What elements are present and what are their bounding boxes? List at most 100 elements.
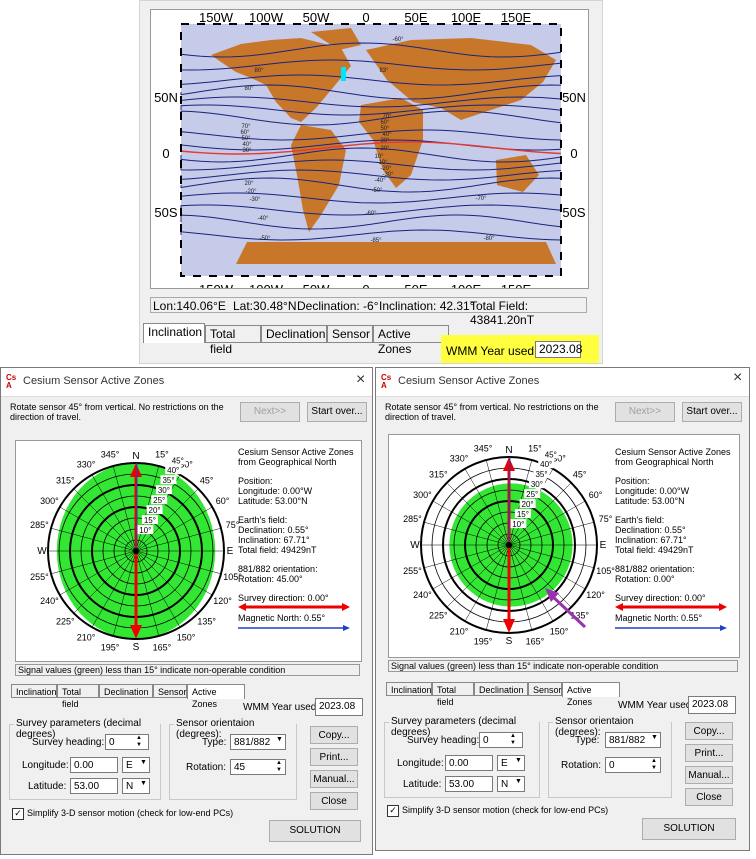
type-select[interactable]: 881/882 [605, 732, 661, 748]
map-border [180, 23, 562, 277]
close-button[interactable]: Close [310, 792, 358, 810]
survey-direction-arrow-icon [615, 603, 727, 611]
type-label: Type: [575, 735, 600, 746]
start-over-button[interactable]: Start over... [307, 402, 367, 422]
tab-active-zones[interactable]: Active Zones [562, 682, 620, 707]
window-titlebar[interactable]: Cs A Cesium Sensor Active Zones × [1, 368, 372, 397]
rotation-input[interactable]: 0 [605, 757, 661, 773]
contour-label: 40° [382, 132, 392, 138]
simplify-checkbox[interactable]: ✓ [12, 808, 24, 820]
rotation-label: Rotation: [186, 762, 227, 773]
sensor-orientation-group: Sensor orientaion (degrees): Type: 881/8… [548, 716, 672, 798]
longitude-input[interactable]: 0.00 [70, 757, 118, 773]
latitude-direction-select[interactable]: N [497, 776, 525, 792]
contour-label: -50° [259, 236, 271, 242]
window-titlebar[interactable]: Cs A Cesium Sensor Active Zones × [376, 368, 749, 397]
start-over-button[interactable]: Start over... [682, 402, 742, 422]
chevron-down-icon[interactable]: ▼ [515, 757, 522, 764]
world-map[interactable]: 150W 100W 50W 0 50E 100E 150E 150W 100W 50W 0 50E 10… [151, 10, 588, 297]
tab-declination[interactable]: Declination [99, 684, 153, 698]
tab-total-field[interactable]: Total field [205, 325, 261, 356]
position-latitude: Latitude: 53.00°N [615, 496, 685, 506]
manual-button[interactable]: Manual... [685, 766, 733, 784]
rotation-spinner-icon[interactable]: ▲ ▼ [276, 760, 282, 773]
bearing-spoke [432, 544, 510, 590]
latitude-input[interactable]: 53.00 [445, 776, 493, 792]
print-button[interactable]: Print... [310, 748, 358, 766]
solution-button[interactable]: SOLUTION [642, 818, 736, 840]
status-inclination: Inclination: 42.31° [379, 299, 475, 313]
copy-button[interactable]: Copy... [685, 722, 733, 740]
tab-sensor[interactable]: Sensor [528, 682, 562, 696]
solution-button[interactable]: SOLUTION [269, 820, 361, 842]
chevron-down-icon[interactable]: ▼ [651, 734, 658, 741]
chevron-down-icon[interactable]: ▼ [140, 780, 147, 787]
type-select[interactable]: 881/882 [230, 734, 286, 750]
tab-sensor[interactable]: Sensor [327, 325, 373, 343]
bearing-spoke [135, 550, 181, 628]
survey-heading-input[interactable]: 0 [479, 732, 523, 748]
signal-note: Signal values (green) less than 15° indi… [388, 660, 738, 672]
close-icon[interactable]: × [356, 371, 366, 388]
survey-heading-spinner-icon[interactable]: ▲ ▼ [136, 735, 142, 748]
copy-button[interactable]: Copy... [310, 726, 358, 744]
compass-w-label: W [37, 546, 47, 557]
contour-label: 20° [380, 146, 390, 152]
chevron-down-icon[interactable]: ▼ [515, 778, 522, 785]
wmm-year-field[interactable]: 2023.08 [315, 698, 363, 716]
orientation-rotation: Rotation: 45.00° [238, 574, 303, 584]
rotation-input[interactable]: 45 [230, 759, 286, 775]
simplify-checkbox[interactable]: ✓ [387, 805, 399, 817]
longitude-input[interactable]: 0.00 [445, 755, 493, 771]
survey-arrow-south-icon [503, 619, 515, 633]
tab-inclination[interactable]: Inclination [143, 323, 205, 343]
map-status-bar: Lon:140.06°E Lat:30.48°N Declination: -6… [150, 297, 587, 327]
tab-inclination[interactable]: Inclination [386, 682, 432, 696]
survey-parameters-group: Survey parameters (decimal degrees) Surv… [9, 718, 161, 800]
wmm-year-field[interactable]: 2023.08 [535, 341, 582, 358]
ring-label-bg [169, 455, 186, 465]
tab-declination[interactable]: Declination [474, 682, 528, 696]
close-button[interactable]: Close [685, 788, 733, 806]
longitude-direction-select[interactable]: E [122, 757, 150, 773]
tab-declination[interactable]: Declination [261, 325, 327, 343]
wmm-year-field[interactable]: 2023.08 [688, 696, 736, 714]
next-button[interactable]: Next>> [615, 402, 675, 422]
latitude-direction-select[interactable]: N [122, 778, 150, 794]
manual-button[interactable]: Manual... [310, 770, 358, 788]
tab-total-field[interactable]: Total field [57, 684, 99, 709]
tab-inclination[interactable]: Inclination [11, 684, 57, 698]
bearing-spoke [464, 468, 510, 546]
ring-label: 25° [526, 490, 538, 499]
top-longitude-label: 0 [362, 10, 369, 25]
tab-active-zones[interactable]: Active Zones [187, 684, 245, 709]
next-button[interactable]: Next>> [240, 402, 300, 422]
print-button[interactable]: Print... [685, 744, 733, 762]
tab-sensor[interactable]: Sensor [153, 684, 187, 698]
bearing-spoke [50, 527, 137, 552]
tab-total-field[interactable]: Total field [432, 682, 474, 707]
bearing-spoke [112, 465, 137, 552]
contour-label: 60° [240, 130, 250, 136]
bearing-label: 105° [596, 566, 615, 576]
wmm-label: WMM Year used: [618, 700, 695, 711]
longitude-direction-select[interactable]: E [497, 755, 525, 771]
chevron-down-icon[interactable]: ▼ [276, 736, 283, 743]
inclination-contour [180, 169, 562, 181]
latitude-input[interactable]: 53.00 [70, 778, 118, 794]
inclination-contour [180, 159, 562, 171]
contour-label: 30° [242, 148, 252, 154]
bearing-label: 75° [599, 514, 613, 524]
ring-label: 45° [545, 450, 557, 459]
tab-active-zones[interactable]: Active Zones [373, 325, 449, 356]
rotation-spinner-icon[interactable]: ▲ ▼ [651, 758, 657, 771]
contour-label: -70° [475, 196, 487, 202]
instruction-text: Rotate sensor 45° from vertical. No rest… [385, 402, 599, 422]
contour-label: -30° [249, 197, 261, 203]
contour-label: -20° [380, 166, 392, 172]
bearing-label: 60° [589, 490, 603, 500]
chevron-down-icon[interactable]: ▼ [140, 759, 147, 766]
close-icon[interactable]: × [733, 369, 743, 386]
survey-heading-spinner-icon[interactable]: ▲ ▼ [510, 733, 516, 746]
survey-heading-input[interactable]: 0 [105, 734, 149, 750]
